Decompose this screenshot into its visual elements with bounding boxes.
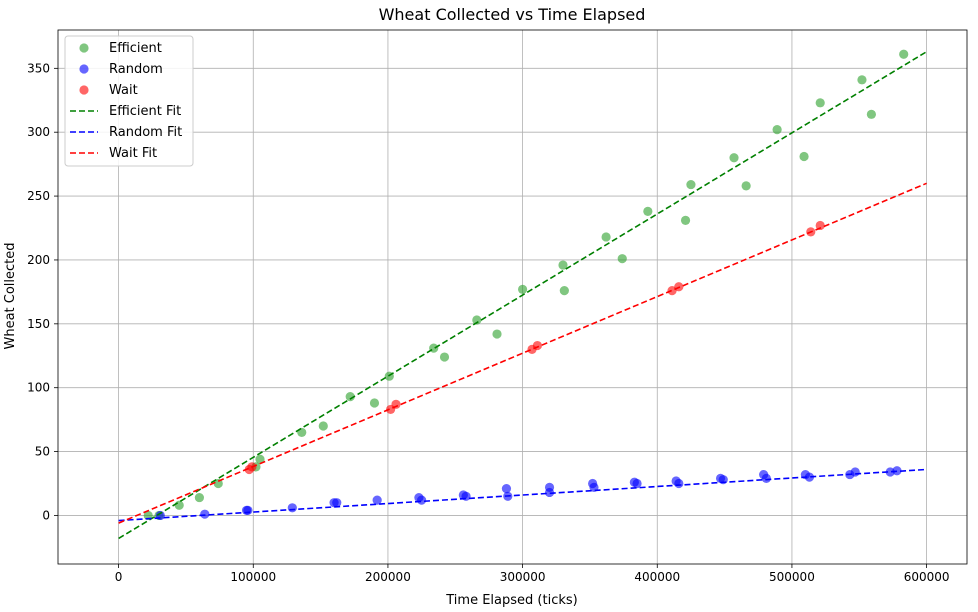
data-point — [674, 478, 684, 489]
data-point — [815, 98, 825, 108]
legend-label: Efficient — [109, 41, 162, 56]
data-point — [686, 179, 696, 190]
y-tick-label: 250 — [27, 189, 50, 203]
x-tick-label: 100000 — [230, 570, 276, 584]
fit-line-efficient-fit — [118, 51, 928, 540]
data-point — [492, 329, 502, 339]
data-point — [369, 398, 380, 408]
data-point — [174, 500, 184, 510]
legend-label: Random Fit — [109, 125, 182, 140]
fit-line-wait-fit — [118, 182, 927, 524]
y-axis-label: Wheat Collected — [3, 242, 18, 349]
data-point — [200, 509, 210, 519]
data-point — [815, 220, 825, 231]
data-point — [899, 49, 909, 59]
data-point — [667, 286, 677, 296]
legend: Efficient Random Wait Efficient Fit Random F… — [64, 35, 194, 167]
data-point — [804, 472, 815, 482]
legend-label: Random — [109, 62, 163, 77]
y-tick-label: 200 — [27, 253, 50, 267]
data-point — [741, 181, 751, 191]
data-point — [761, 473, 771, 484]
legend-marker — [79, 64, 89, 74]
data-point — [772, 125, 782, 135]
data-point — [857, 75, 867, 85]
axis-ticks: 0 100000 200000 300000 400000 500000 600000 0 50… — [27, 61, 949, 584]
data-point — [558, 260, 568, 270]
data-point — [643, 206, 653, 217]
data-point — [318, 421, 328, 431]
data-point — [213, 478, 223, 489]
legend-box — [64, 35, 194, 167]
data-point — [372, 495, 382, 505]
data-point — [866, 109, 876, 119]
data-point — [194, 492, 204, 503]
data-point — [850, 467, 860, 477]
data-point — [632, 478, 642, 489]
y-tick-label: 300 — [27, 125, 50, 139]
y-tick-label: 0 — [42, 508, 50, 522]
x-tick-label: 200000 — [365, 570, 411, 584]
data-point — [243, 505, 253, 515]
legend-marker — [79, 43, 89, 53]
legend-label: Efficient Fit — [109, 104, 181, 119]
y-tick-label: 350 — [27, 61, 50, 75]
y-tick-label: 150 — [27, 317, 50, 331]
grid-lines — [58, 30, 967, 564]
data-point — [518, 284, 528, 294]
data-point — [287, 503, 297, 513]
data-point — [559, 286, 569, 296]
y-tick-label: 100 — [27, 381, 50, 395]
data-point — [332, 498, 342, 508]
data-point — [799, 151, 809, 162]
x-tick-label: 500000 — [769, 570, 815, 584]
data-point — [345, 392, 355, 402]
data-point — [501, 484, 512, 494]
data-point — [729, 153, 739, 163]
plot-area — [118, 49, 928, 540]
data-point — [417, 495, 427, 505]
legend-marker — [79, 85, 89, 95]
x-axis-label: Time Elapsed (ticks) — [445, 593, 577, 608]
data-point — [439, 352, 450, 362]
x-tick-label: 0 — [115, 570, 123, 584]
x-tick-label: 600000 — [904, 570, 950, 584]
plot-frame — [57, 29, 968, 565]
data-point — [617, 254, 627, 264]
legend-label: Wait Fit — [109, 146, 157, 161]
x-tick-label: 300000 — [500, 570, 546, 584]
data-point — [472, 315, 482, 325]
chart-title: Wheat Collected vs Time Elapsed — [379, 5, 646, 24]
series-random — [155, 466, 902, 521]
data-point — [680, 215, 691, 225]
data-point — [255, 454, 265, 464]
y-tick-label: 50 — [35, 445, 50, 459]
series-efficient — [143, 49, 909, 521]
data-point — [544, 487, 555, 498]
data-point — [601, 232, 611, 242]
legend-label: Wait — [109, 83, 138, 98]
x-tick-label: 400000 — [634, 570, 680, 584]
